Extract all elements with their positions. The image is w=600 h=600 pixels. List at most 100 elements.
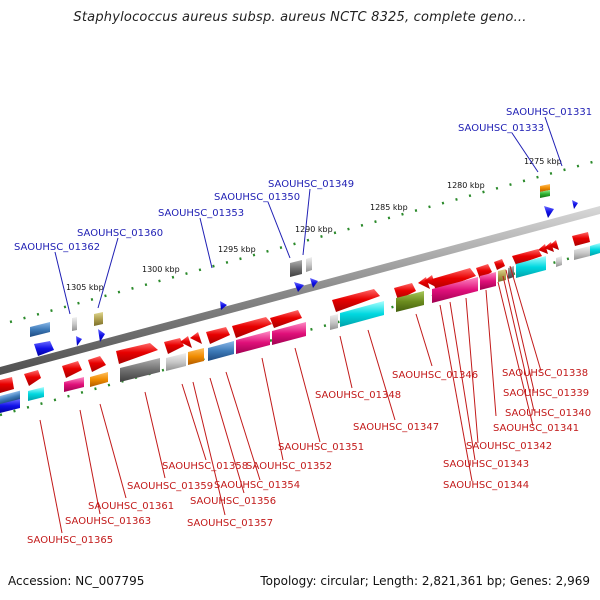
gene-arrow [232,317,272,338]
gene-arrow [180,336,192,348]
genome-backbone [0,206,600,375]
gene-label[interactable]: SAOUHSC_01358 [162,461,248,472]
gene-arrow [116,343,158,364]
gene-block [396,291,424,312]
gene-label[interactable]: SAOUHSC_01361 [88,501,174,512]
gene-block [574,246,590,260]
gene-block [272,322,306,345]
gene-label[interactable]: SAOUHSC_01353 [158,208,244,219]
gene-label[interactable]: SAOUHSC_01357 [187,518,273,529]
gene-arrow [270,310,302,328]
blue-gene-labels: SAOUHSC_01331 SAOUHSC_01333 SAOUHSC_0134… [14,107,592,253]
gene-arrow [24,370,41,386]
gene-arrow [432,268,476,291]
gene-arrow [476,264,492,279]
map-title: Staphylococcus aureus subsp. aureus NCTC… [73,10,527,25]
gene-label[interactable]: SAOUHSC_01350 [214,192,300,203]
gene-label[interactable]: SAOUHSC_01338 [502,368,588,379]
accession-label: Accession: NC_007795 [8,574,145,588]
gene-arrow [494,259,505,270]
gene-arrow [544,206,554,218]
red-leader-lines [39,265,542,534]
gene-arrow [572,232,590,246]
gene-label[interactable]: SAOUHSC_01359 [127,481,213,492]
gene-arrow [76,336,82,346]
gene-arrow [572,200,578,209]
kbp-label: 1290 kbp [295,225,333,234]
gene-label[interactable]: SAOUHSC_01365 [27,535,113,546]
gene-block [30,322,50,337]
gene-label[interactable]: SAOUHSC_01333 [458,123,544,134]
gene-arrow [164,338,184,354]
gene-label[interactable]: SAOUHSC_01351 [278,442,364,453]
gene-block [480,272,496,290]
kbp-labels: 1275 kbp 1280 kbp 1285 kbp 1290 kbp 1295… [66,157,562,292]
gene-arrow [98,329,105,342]
gene-block [340,301,384,327]
gene-block [166,353,186,371]
gene-label[interactable]: SAOUHSC_01339 [503,388,589,399]
gene-block [432,277,478,303]
gene-arrow [220,301,227,310]
gene-block [90,372,108,387]
kbp-label: 1280 kbp [447,181,485,190]
gene-arrow [0,377,14,393]
kbp-label: 1285 kbp [370,203,408,212]
gene-block [120,358,160,382]
gene-arrow [538,244,548,254]
gene-label[interactable]: SAOUHSC_01349 [268,179,354,190]
gene-label[interactable]: SAOUHSC_01360 [77,228,163,239]
gene-block [64,377,84,392]
red-gene-labels: SAOUHSC_01338 SAOUHSC_01339 SAOUHSC_0134… [27,368,591,546]
gene-block [516,256,546,278]
gene-arrow [88,356,106,372]
gene-label[interactable]: SAOUHSC_01340 [505,408,591,419]
gene-arrow [394,283,416,300]
kbp-label: 1305 kbp [66,283,104,292]
gene-label[interactable]: SAOUHSC_01363 [65,516,151,527]
gene-block [290,260,302,277]
gene-block [236,331,270,354]
forward-genes [0,232,600,413]
gene-label[interactable]: SAOUHSC_01344 [443,480,529,491]
gene-block [498,269,506,282]
gene-arrow [34,341,54,356]
kbp-label: 1295 kbp [218,245,256,254]
gene-arrow [310,278,318,288]
gene-block [330,314,338,330]
gene-label[interactable]: SAOUHSC_01352 [246,461,332,472]
gene-arrow [512,249,542,265]
gene-block [94,312,103,326]
gene-block [72,317,77,331]
gene-label[interactable]: SAOUHSC_01362 [14,242,100,253]
gene-block [540,184,550,192]
kbp-label: 1275 kbp [524,157,562,166]
blue-leader-lines [54,116,563,315]
gene-label[interactable]: SAOUHSC_01348 [315,390,401,401]
gene-arrow [424,275,436,287]
gene-label[interactable]: SAOUHSC_01356 [190,496,276,507]
gene-label[interactable]: SAOUHSC_01342 [466,441,552,452]
gene-label[interactable]: SAOUHSC_01341 [493,423,579,434]
kbp-label: 1300 kbp [142,265,180,274]
gene-label[interactable]: SAOUHSC_01347 [353,422,439,433]
gene-arrow [62,361,82,378]
gene-block [556,256,562,267]
gene-label[interactable]: SAOUHSC_01354 [214,480,300,491]
gene-block [590,243,600,256]
gene-arrow [294,282,304,292]
gene-block [540,190,550,198]
gene-arrow [549,240,559,250]
topology-label: Topology: circular; Length: 2,821,361 bp… [260,574,590,588]
gene-arrow [332,289,380,312]
gene-arrow [190,332,202,344]
gene-block [0,399,20,413]
gene-block [306,257,312,272]
gene-block [208,341,234,361]
gene-label[interactable]: SAOUHSC_01331 [506,107,592,118]
gene-label[interactable]: SAOUHSC_01343 [443,459,529,470]
gene-label[interactable]: SAOUHSC_01346 [392,370,478,381]
reverse-genes [30,184,578,356]
gene-block [0,390,20,405]
